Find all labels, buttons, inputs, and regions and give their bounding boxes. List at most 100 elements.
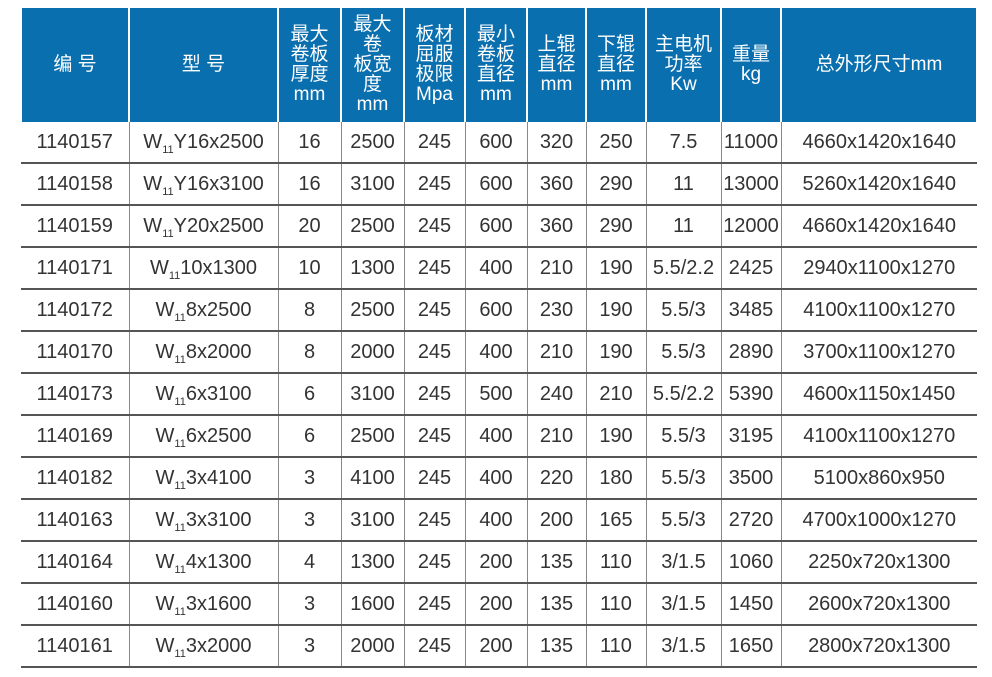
value-cell: 210 bbox=[526, 247, 586, 290]
model-sub: 11 bbox=[174, 311, 186, 324]
model-rest: 6x2500 bbox=[185, 424, 252, 447]
value-cell: 400 bbox=[464, 331, 527, 374]
value-cell: 2500 bbox=[340, 205, 404, 248]
value-cell: 3195 bbox=[720, 415, 781, 458]
model-prefix: W bbox=[149, 256, 169, 279]
value-cell: 1650 bbox=[720, 625, 781, 668]
header-line: 直径 bbox=[596, 54, 635, 75]
model-rest: 8x2500 bbox=[185, 298, 252, 321]
value-cell: 1300 bbox=[340, 541, 404, 584]
table-row: 1140172 W118x2500 8 2500 245 600 230 190 5.5/3 34… bbox=[21, 289, 977, 332]
value-cell: 3100 bbox=[340, 373, 404, 416]
value-cell: 3/1.5 bbox=[645, 625, 721, 668]
value-cell: 360 bbox=[526, 205, 586, 248]
model-sub: 11 bbox=[162, 185, 174, 198]
model-sub: 11 bbox=[168, 269, 181, 282]
value-cell: 400 bbox=[464, 415, 527, 458]
model-cell: W116x2500 bbox=[128, 415, 278, 458]
value-cell: 600 bbox=[464, 122, 527, 164]
value-cell: 290 bbox=[585, 163, 646, 206]
model-rest: 8x2000 bbox=[185, 340, 252, 363]
header-line: 最小 bbox=[476, 24, 515, 45]
model-prefix: W bbox=[155, 298, 175, 321]
model-cell: W113x1600 bbox=[128, 583, 278, 626]
header-line: 最大 bbox=[290, 24, 329, 45]
value-cell: 4 bbox=[277, 541, 341, 584]
code-cell: 1140163 bbox=[21, 499, 129, 542]
header-line: 主电机 bbox=[654, 34, 712, 55]
value-cell: 320 bbox=[526, 122, 586, 164]
model-cell: W113x2000 bbox=[128, 625, 278, 668]
table-row: 1140158 W11Y16x3100 16 3100 245 600 360 290 11 13… bbox=[21, 163, 977, 206]
model-prefix: W bbox=[143, 214, 163, 237]
value-cell: 190 bbox=[585, 289, 646, 332]
table-row: 1140173 W116x3100 6 3100 245 500 240 210 5.5/2.2… bbox=[21, 373, 977, 416]
value-cell: 190 bbox=[585, 247, 646, 290]
header-line: 直径 bbox=[476, 64, 515, 85]
value-cell: 4100x1100x1270 bbox=[780, 289, 977, 332]
header-line: 极限 bbox=[415, 64, 454, 85]
value-cell: 1060 bbox=[720, 541, 781, 584]
value-cell: 600 bbox=[464, 163, 527, 206]
column-header: 下辊 直径 mm bbox=[585, 8, 647, 122]
header-line: 板宽 bbox=[353, 54, 392, 75]
value-cell: 4700x1000x1270 bbox=[780, 499, 977, 542]
value-cell: 2940x1100x1270 bbox=[780, 247, 977, 290]
value-cell: 12000 bbox=[720, 205, 781, 248]
value-cell: 4100 bbox=[340, 457, 404, 500]
model-rest: 3x4100 bbox=[185, 466, 252, 489]
value-cell: 2500 bbox=[340, 415, 404, 458]
model-cell: W11Y16x3100 bbox=[128, 163, 278, 206]
value-cell: 3/1.5 bbox=[645, 583, 721, 626]
table-row: 1140159 W11Y20x2500 20 2500 245 600 360 290 11 12… bbox=[21, 205, 977, 248]
model-prefix: W bbox=[155, 634, 175, 657]
model-prefix: W bbox=[155, 424, 175, 447]
value-cell: 2890 bbox=[720, 331, 781, 374]
value-cell: 290 bbox=[585, 205, 646, 248]
value-cell: 245 bbox=[403, 625, 465, 668]
column-header: 重量 kg bbox=[720, 8, 782, 122]
model-sub: 11 bbox=[174, 353, 186, 366]
value-cell: 245 bbox=[403, 331, 465, 374]
value-cell: 245 bbox=[403, 415, 465, 458]
model-cell: W1110x1300 bbox=[128, 247, 278, 290]
value-cell: 6 bbox=[277, 373, 341, 416]
model-cell: W11Y16x2500 bbox=[128, 122, 278, 164]
value-cell: 8 bbox=[277, 331, 341, 374]
value-cell: 200 bbox=[464, 541, 527, 584]
value-cell: 2800x720x1300 bbox=[780, 625, 977, 668]
value-cell: 20 bbox=[277, 205, 341, 248]
header-line: 直径 bbox=[537, 54, 576, 75]
code-cell: 1140157 bbox=[21, 122, 129, 164]
code-cell: 1140173 bbox=[21, 373, 129, 416]
column-header: 主电机 功率 Kw bbox=[645, 8, 722, 122]
value-cell: 5.5/2.2 bbox=[645, 373, 721, 416]
header-line: 型 号 bbox=[181, 54, 226, 75]
value-cell: 3700x1100x1270 bbox=[780, 331, 977, 374]
model-rest: 3x3100 bbox=[185, 508, 252, 531]
column-header: 板材 屈服 极限 Mpa bbox=[403, 8, 466, 122]
value-cell: 5.5/3 bbox=[645, 499, 721, 542]
model-rest: 10x1300 bbox=[180, 256, 258, 279]
model-prefix: W bbox=[143, 172, 163, 195]
model-cell: W114x1300 bbox=[128, 541, 278, 584]
header-line: 卷板 bbox=[476, 44, 515, 65]
header-line: 编 号 bbox=[53, 54, 97, 75]
header-line: 下辊 bbox=[596, 34, 635, 55]
model-sub: 11 bbox=[162, 227, 174, 240]
value-cell: 3485 bbox=[720, 289, 781, 332]
value-cell: 245 bbox=[403, 457, 465, 500]
model-cell: W113x4100 bbox=[128, 457, 278, 500]
value-cell: 245 bbox=[403, 289, 465, 332]
header-line: mm bbox=[356, 94, 389, 115]
value-cell: 2600x720x1300 bbox=[780, 583, 977, 626]
model-rest: Y16x3100 bbox=[173, 172, 264, 195]
value-cell: 3 bbox=[277, 499, 341, 542]
spec-table: 编 号型 号最大 卷板 厚度 mm 最大卷板宽度 mm 板材 屈服 极限 Mpa 最小 卷板 直径 mm 上… bbox=[20, 8, 978, 668]
code-cell: 1140160 bbox=[21, 583, 129, 626]
model-sub: 11 bbox=[174, 521, 186, 534]
value-cell: 2500 bbox=[340, 289, 404, 332]
table-row: 1140157 W11Y16x2500 16 2500 245 600 320 250 7.5 1… bbox=[21, 122, 977, 164]
value-cell: 2500 bbox=[340, 122, 404, 164]
value-cell: 200 bbox=[526, 499, 586, 542]
